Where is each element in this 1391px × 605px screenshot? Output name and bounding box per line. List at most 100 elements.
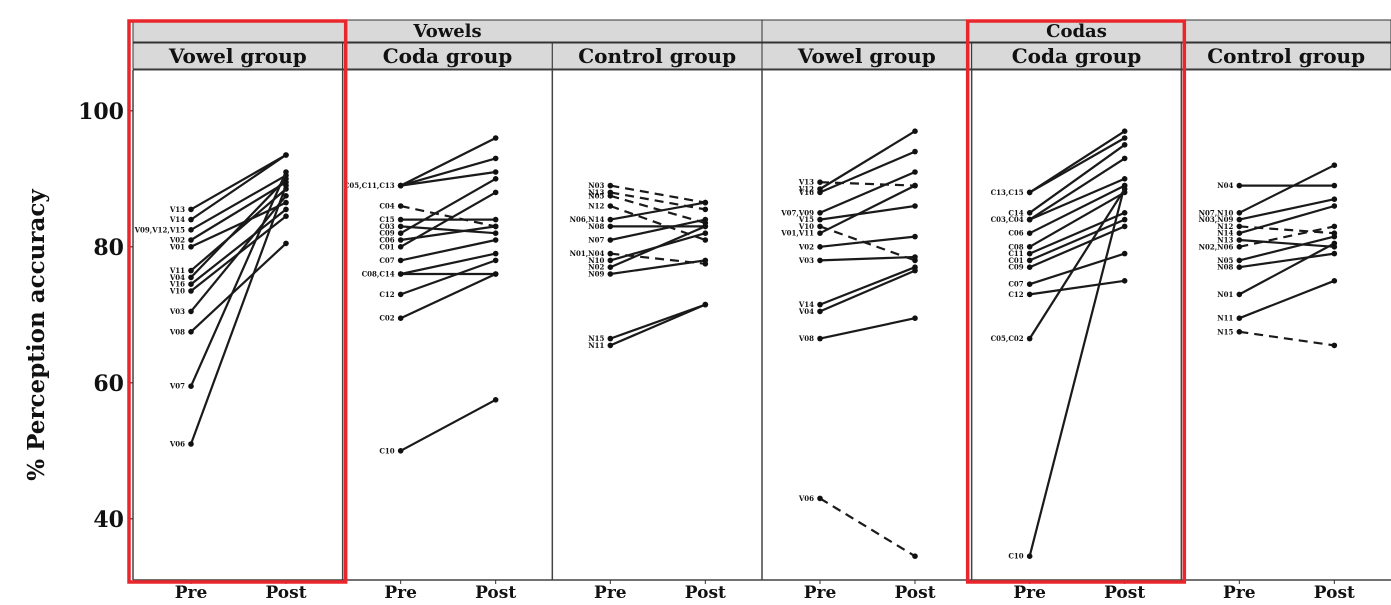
point-pre bbox=[1236, 182, 1243, 189]
point-post bbox=[492, 135, 499, 141]
series-codas-coda-group-4 bbox=[1026, 176, 1128, 223]
point-pre bbox=[607, 193, 614, 199]
point-pre bbox=[1026, 250, 1033, 257]
point-pre bbox=[1026, 210, 1033, 216]
participant-label: C06 bbox=[1008, 229, 1023, 238]
point-post bbox=[912, 553, 918, 559]
point-post bbox=[1331, 203, 1338, 209]
series-vowels-coda-group-8: C01 bbox=[379, 189, 499, 251]
participant-label: V08 bbox=[798, 334, 814, 343]
series-line bbox=[1028, 185, 1126, 557]
series-line bbox=[400, 157, 496, 187]
participant-label: N09 bbox=[588, 270, 604, 279]
participant-label: C10 bbox=[379, 446, 394, 455]
point-post bbox=[912, 203, 918, 209]
series-line bbox=[1029, 252, 1126, 286]
series-vowels-control-group-12: N11 bbox=[588, 301, 709, 350]
series-vowels-control-group-3: N12 bbox=[588, 202, 709, 243]
point-post bbox=[702, 230, 709, 236]
participant-label: C07 bbox=[379, 256, 394, 265]
participant-label: V16 bbox=[169, 280, 185, 289]
point-post bbox=[912, 182, 918, 189]
series-line bbox=[819, 204, 916, 221]
participant-label: C12 bbox=[379, 290, 394, 299]
series-line bbox=[190, 208, 287, 286]
point-pre bbox=[188, 383, 194, 390]
series-line bbox=[400, 177, 497, 235]
series-codas-control-group-1: N07,N10 bbox=[1199, 162, 1338, 217]
series-line bbox=[400, 137, 497, 187]
point-post bbox=[283, 199, 289, 206]
participant-label: C05,C11,C13 bbox=[344, 181, 395, 190]
series-line bbox=[1029, 184, 1126, 235]
series-codas-coda-group-10: C07 bbox=[1008, 250, 1128, 289]
point-post bbox=[1331, 278, 1338, 284]
point-pre bbox=[817, 244, 823, 250]
series-line bbox=[1029, 157, 1126, 221]
participant-label: N08 bbox=[588, 222, 604, 231]
point-pre bbox=[1236, 237, 1243, 243]
point-pre bbox=[607, 335, 614, 342]
participant-label: N08 bbox=[1217, 263, 1233, 272]
series-codas-coda-group-2: C14 bbox=[1008, 142, 1128, 217]
series-vowels-coda-group-12: C12 bbox=[379, 257, 499, 299]
participant-label: N12 bbox=[1217, 222, 1233, 231]
series-line bbox=[1029, 137, 1126, 194]
series-vowels-control-group-6: N07 bbox=[588, 216, 709, 245]
series-vowels-vowel-group-10: V08 bbox=[169, 240, 289, 336]
point-pre bbox=[817, 223, 823, 230]
point-post bbox=[1331, 182, 1338, 189]
x-tick-label-post: Post bbox=[265, 583, 306, 603]
series-line bbox=[609, 303, 706, 347]
point-pre bbox=[1236, 210, 1243, 216]
series-line bbox=[189, 185, 288, 445]
participant-label: V01 bbox=[169, 242, 185, 251]
participant-label: V01,V11 bbox=[780, 229, 814, 238]
point-pre bbox=[1236, 329, 1243, 335]
participant-label: N01 bbox=[1217, 290, 1233, 299]
point-post bbox=[492, 155, 499, 162]
point-pre bbox=[1026, 264, 1033, 271]
participant-label: N11 bbox=[1217, 314, 1233, 323]
participant-label: V12 bbox=[798, 185, 814, 194]
point-pre bbox=[1026, 244, 1033, 250]
participant-label: V09,V12,V15 bbox=[134, 225, 186, 234]
y-axis-title: % Perception accuracy bbox=[23, 189, 50, 481]
participant-label: V14 bbox=[798, 300, 814, 309]
point-pre bbox=[397, 203, 404, 209]
strip-label-codas-coda-group: Coda group bbox=[1012, 44, 1142, 68]
point-pre bbox=[397, 291, 404, 298]
series-codas-control-group-0: N04 bbox=[1217, 181, 1338, 190]
point-post bbox=[1331, 162, 1338, 168]
point-post bbox=[702, 237, 709, 243]
point-post bbox=[912, 267, 918, 274]
strip-codas-control-group bbox=[1180, 42, 1391, 70]
series-line bbox=[400, 191, 497, 248]
series-codas-vowel-group-5: V10 bbox=[798, 222, 918, 264]
point-post bbox=[912, 169, 918, 175]
point-post bbox=[702, 216, 709, 223]
series-line bbox=[1239, 225, 1335, 248]
series-line bbox=[400, 259, 497, 296]
participant-label: C13,C15 bbox=[991, 188, 1024, 197]
participant-label: N06,N14 bbox=[570, 215, 605, 224]
point-pre bbox=[1236, 264, 1243, 271]
point-pre bbox=[607, 271, 614, 277]
point-pre bbox=[1236, 230, 1243, 236]
participant-label: C07 bbox=[1008, 280, 1023, 289]
point-post bbox=[912, 233, 918, 240]
series-line bbox=[819, 181, 916, 187]
series-line bbox=[400, 398, 497, 452]
series-line bbox=[1029, 225, 1126, 269]
series-line bbox=[1238, 242, 1335, 296]
point-pre bbox=[1026, 189, 1033, 196]
series-codas-control-group-7: N05 bbox=[1217, 233, 1338, 265]
series-line bbox=[1029, 218, 1126, 262]
participant-label: C10 bbox=[1008, 552, 1023, 561]
participant-label: V16 bbox=[798, 188, 814, 197]
participant-label: V06 bbox=[169, 440, 185, 449]
point-pre bbox=[188, 441, 194, 447]
y-tick-label-60: 60 bbox=[93, 371, 124, 397]
y-tick-label-80: 80 bbox=[93, 235, 124, 261]
point-post bbox=[702, 257, 709, 264]
